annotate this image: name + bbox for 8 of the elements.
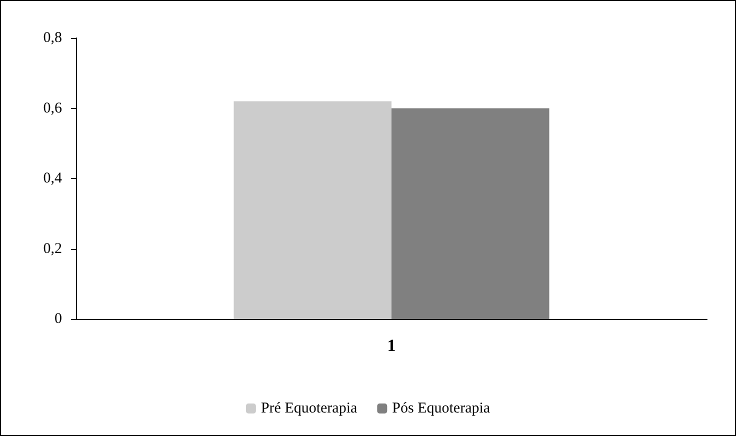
- y-tick-label: 0,6: [43, 100, 62, 116]
- legend-label: Pré Equoterapia: [260, 400, 358, 416]
- y-tick-label: 0,8: [43, 30, 62, 46]
- legend-label: Pós Equoterapia: [392, 400, 490, 416]
- y-tick-label: 0,4: [43, 170, 62, 186]
- x-tick-label: 1: [387, 336, 396, 355]
- y-tick-label: 0,2: [43, 240, 62, 257]
- y-tick-label: 0: [54, 311, 62, 327]
